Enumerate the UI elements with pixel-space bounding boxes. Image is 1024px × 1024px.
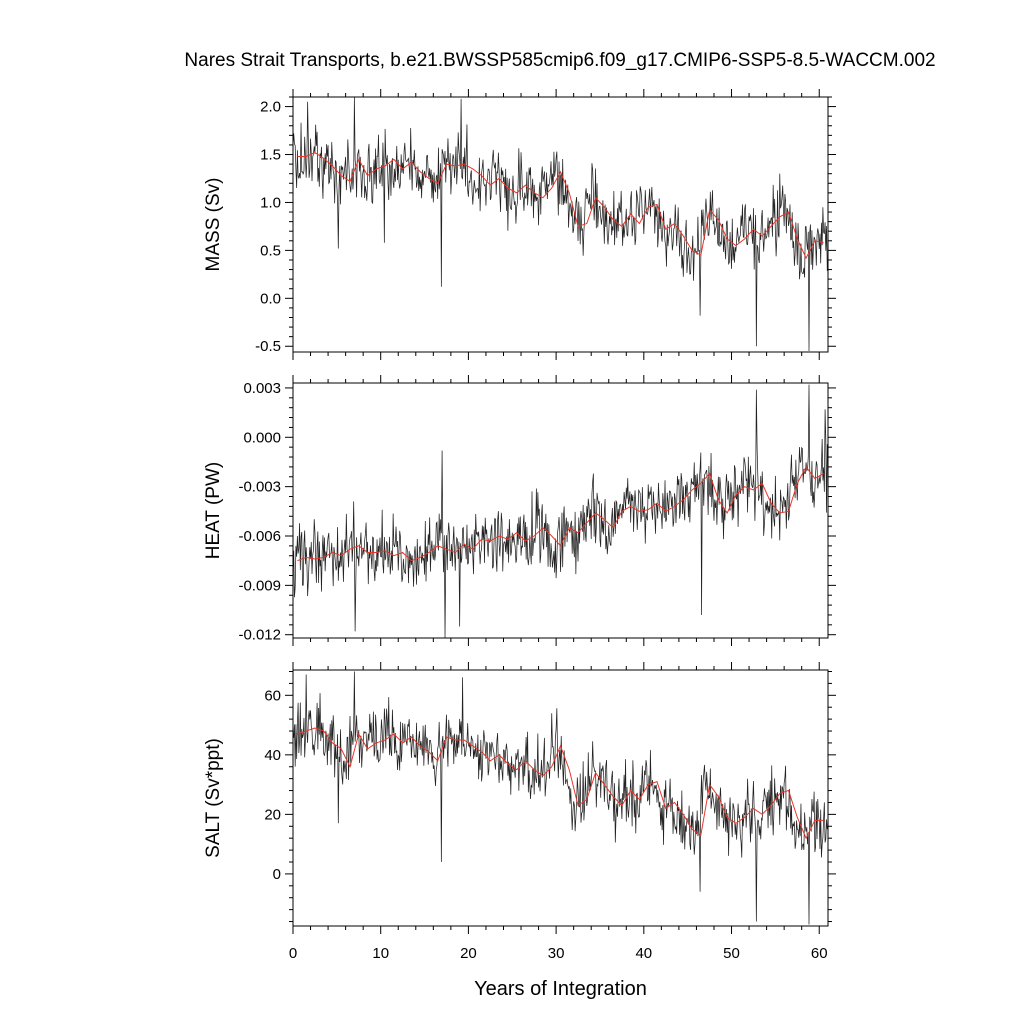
heatpw-series-monthly-line (293, 384, 828, 638)
x-tick-label-50: 50 (723, 945, 740, 962)
masssv-y-tick-label: -0.5 (255, 338, 281, 355)
heatpw-y-tick-label: 0.003 (243, 380, 281, 397)
x-tick-label-60: 60 (811, 945, 828, 962)
x-tick-label-10: 10 (372, 945, 389, 962)
heatpw-y-axis-label: HEAT (PW) (203, 462, 224, 559)
x-tick-label-30: 30 (548, 945, 565, 962)
masssv-y-tick-label: 1.0 (260, 194, 281, 211)
panel-2: -0.012 -0.009 -0.006 -0.003 0.000 0.003 HEAT (… (203, 375, 836, 646)
heatpw-plot-frame (292, 382, 829, 639)
masssv-series-annual-line (297, 152, 824, 260)
x-axis-label: Years of Integration (474, 978, 647, 1000)
saltsvppt-y-tick-label: 40 (264, 747, 281, 764)
panels: -0.5 0.0 0.5 1.0 1.5 2.0 MASS (Sv) -0.012 -0.009… (203, 89, 836, 1000)
saltsvppt-series-monthly-line (293, 671, 828, 925)
masssv-y-tick-label: 0.5 (260, 242, 281, 259)
figure-title: Nares Strait Transports, b.e21.BWSSP585c… (184, 50, 935, 71)
saltsvppt-plot-frame (292, 669, 829, 927)
heatpw-y-tick-label: -0.003 (238, 479, 281, 496)
heatpw-y-tick-label: -0.006 (238, 528, 281, 545)
heatpw-y-tick-label: -0.012 (238, 627, 281, 644)
saltsvppt-y-tick-label: 60 (264, 687, 281, 704)
saltsvppt-y-tick-label: 20 (264, 806, 281, 823)
masssv-y-tick-label: 1.5 (260, 147, 281, 164)
masssv-y-tick-label: 0.0 (260, 290, 281, 307)
x-tick-label-20: 20 (460, 945, 477, 962)
masssv-y-tick-label: 2.0 (260, 99, 281, 116)
saltsvppt-y-tick-label: 0 (273, 866, 281, 883)
saltsvppt-y-axis-label: SALT (Sv*ppt) (203, 738, 224, 858)
masssv-y-axis-label: MASS (Sv) (203, 178, 224, 272)
panel-3: 0 10 20 30 40 50 60 0 20 40 60 SALT (Sv*ppt) Years o… (203, 662, 836, 1000)
heatpw-y-tick-label: 0.000 (243, 429, 281, 446)
x-tick-label-0: 0 (289, 945, 297, 962)
panel-1: -0.5 0.0 0.5 1.0 1.5 2.0 MASS (Sv) (203, 89, 836, 360)
x-tick-label-40: 40 (635, 945, 652, 962)
heatpw-y-tick-label: -0.009 (238, 577, 281, 594)
masssv-series-monthly-line (293, 97, 828, 352)
masssv-plot-frame (292, 96, 829, 353)
saltsvppt-series-annual-line (297, 727, 824, 840)
heatpw-series-annual-line (297, 465, 824, 562)
